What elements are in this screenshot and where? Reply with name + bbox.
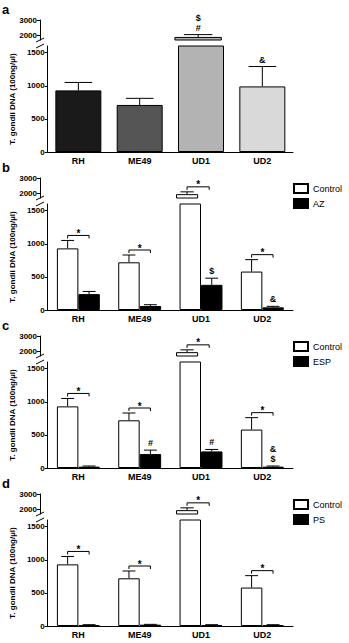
svg-text:*: * [76, 228, 80, 239]
svg-text:c: c [2, 318, 9, 333]
svg-text:UD2: UD2 [253, 630, 271, 640]
svg-text:$: $ [196, 13, 201, 23]
svg-text:UD2: UD2 [253, 472, 271, 482]
svg-text:*: * [196, 179, 200, 190]
svg-text:0: 0 [40, 464, 45, 473]
svg-text:500: 500 [31, 114, 45, 123]
svg-text:&: & [270, 294, 277, 304]
svg-text:AZ: AZ [313, 199, 325, 209]
svg-text:UD1: UD1 [192, 630, 210, 640]
svg-text:T. gondii DNA (100ng/µl): T. gondii DNA (100ng/µl) [8, 527, 17, 619]
svg-text:2000: 2000 [19, 189, 37, 198]
svg-text:$: $ [209, 266, 214, 276]
svg-text:1000: 1000 [27, 397, 45, 406]
svg-text:*: * [260, 563, 264, 574]
svg-text:1000: 1000 [27, 81, 45, 90]
svg-text:UD1: UD1 [192, 472, 210, 482]
svg-text:1500: 1500 [27, 48, 45, 57]
svg-text:1500: 1500 [27, 522, 45, 531]
svg-text:T. gondii DNA (100ng/µl): T. gondii DNA (100ng/µl) [8, 53, 17, 145]
svg-text:2000: 2000 [19, 31, 37, 40]
svg-text:ME49: ME49 [128, 156, 152, 166]
svg-text:UD2: UD2 [253, 314, 271, 324]
svg-text:500: 500 [31, 272, 45, 281]
svg-text:*: * [76, 386, 80, 397]
svg-text:#: # [148, 438, 153, 448]
svg-text:T. gondii DNA (100ng/µl): T. gondii DNA (100ng/µl) [8, 369, 17, 461]
svg-text:*: * [138, 401, 142, 412]
svg-text:RH: RH [72, 630, 85, 640]
svg-text:*: * [260, 247, 264, 258]
svg-text:UD1: UD1 [192, 156, 210, 166]
svg-text:3000: 3000 [19, 490, 37, 499]
svg-text:T. gondii DNA (100ng/µl): T. gondii DNA (100ng/µl) [8, 211, 17, 303]
svg-text:1000: 1000 [27, 555, 45, 564]
svg-text:1500: 1500 [27, 206, 45, 215]
svg-text:500: 500 [31, 430, 45, 439]
svg-text:Control: Control [313, 342, 342, 352]
svg-text:ESP: ESP [313, 357, 331, 367]
svg-text:PS: PS [313, 515, 325, 525]
svg-text:a: a [2, 2, 10, 17]
svg-text:#: # [209, 437, 214, 447]
svg-text:500: 500 [31, 588, 45, 597]
svg-text:0: 0 [40, 306, 45, 315]
svg-text:$: $ [271, 454, 276, 464]
svg-text:RH: RH [72, 472, 85, 482]
svg-text:*: * [138, 243, 142, 254]
svg-text:*: * [138, 559, 142, 570]
svg-text:RH: RH [72, 156, 85, 166]
svg-text:b: b [2, 160, 10, 175]
svg-text:ME49: ME49 [128, 314, 152, 324]
svg-text:UD2: UD2 [253, 156, 271, 166]
svg-text:#: # [196, 23, 201, 33]
svg-text:*: * [76, 544, 80, 555]
svg-text:*: * [196, 337, 200, 348]
svg-text:&: & [259, 55, 266, 65]
svg-text:1000: 1000 [27, 239, 45, 248]
svg-text:Control: Control [313, 184, 342, 194]
svg-text:3000: 3000 [19, 332, 37, 341]
svg-text:0: 0 [40, 622, 45, 631]
svg-text:2000: 2000 [19, 505, 37, 514]
svg-text:d: d [2, 476, 10, 491]
svg-text:ME49: ME49 [128, 630, 152, 640]
svg-text:&: & [270, 444, 277, 454]
svg-text:1500: 1500 [27, 364, 45, 373]
svg-text:0: 0 [40, 148, 45, 157]
svg-text:UD1: UD1 [192, 314, 210, 324]
svg-text:*: * [196, 495, 200, 506]
svg-text:*: * [260, 405, 264, 416]
svg-text:Control: Control [313, 500, 342, 510]
svg-text:3000: 3000 [19, 16, 37, 25]
svg-text:ME49: ME49 [128, 472, 152, 482]
svg-text:3000: 3000 [19, 174, 37, 183]
svg-text:2000: 2000 [19, 347, 37, 356]
svg-text:RH: RH [72, 314, 85, 324]
